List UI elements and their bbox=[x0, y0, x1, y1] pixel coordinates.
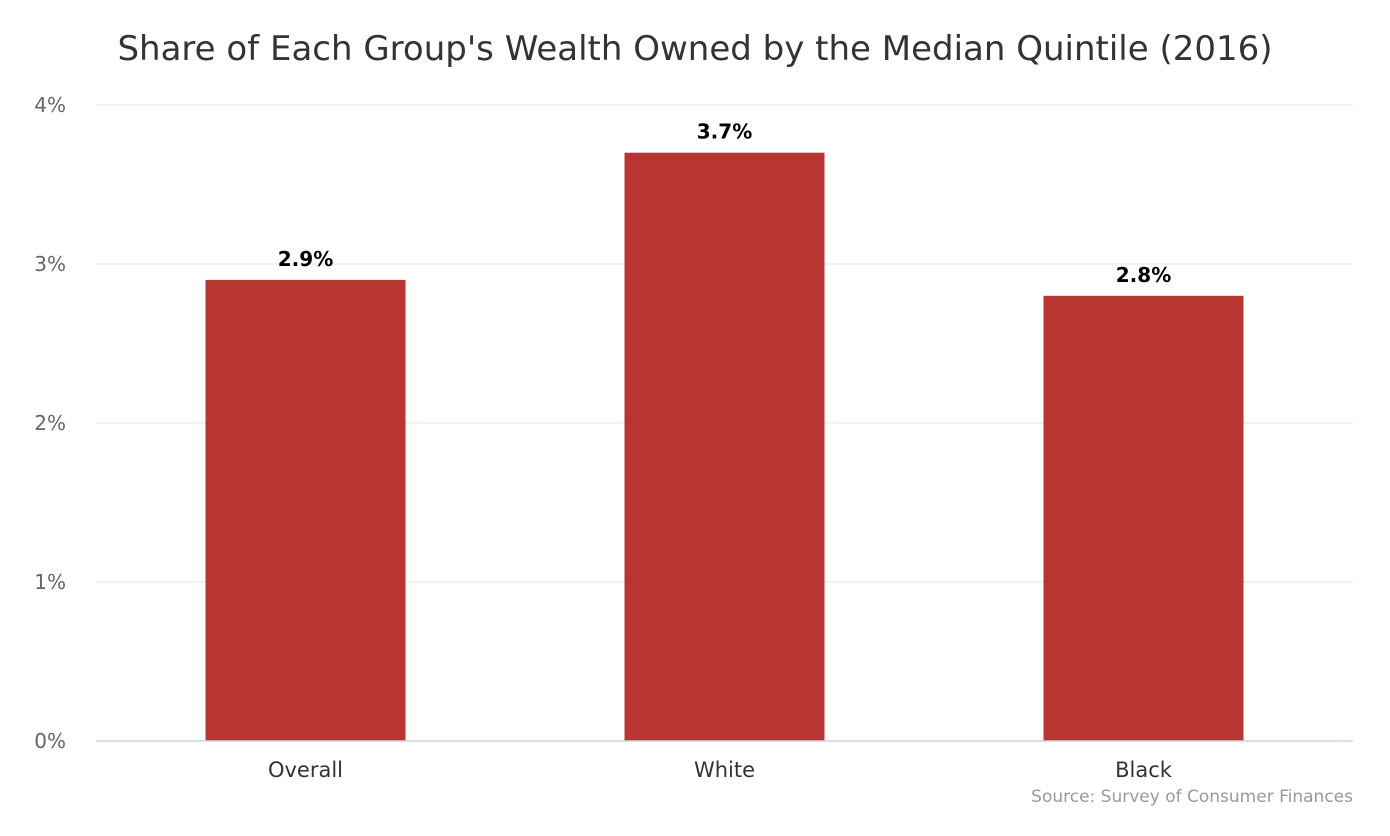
source-credit: Source: Survey of Consumer Finances bbox=[1031, 787, 1353, 807]
data-label: 2.9% bbox=[278, 247, 333, 271]
x-tick-label: Overall bbox=[268, 758, 343, 782]
bar-black bbox=[1043, 295, 1244, 741]
bar-white bbox=[624, 152, 825, 741]
data-label: 2.8% bbox=[1116, 263, 1171, 287]
x-tick-label: White bbox=[694, 758, 755, 782]
y-tick-label: 4% bbox=[34, 93, 66, 117]
data-label: 3.7% bbox=[697, 120, 752, 144]
bars bbox=[205, 152, 1244, 741]
y-tick-label: 0% bbox=[34, 729, 66, 753]
y-tick-label: 2% bbox=[34, 411, 66, 435]
chart-title: Share of Each Group's Wealth Owned by th… bbox=[117, 29, 1272, 69]
x-axis-ticks: Overall White Black bbox=[268, 758, 1173, 782]
x-tick-label: Black bbox=[1115, 758, 1173, 782]
bar-overall bbox=[205, 279, 406, 741]
y-tick-label: 3% bbox=[34, 252, 66, 276]
y-axis-ticks: 0% 1% 2% 3% 4% bbox=[34, 93, 66, 753]
data-labels: 2.9% 3.7% 2.8% bbox=[278, 120, 1171, 287]
y-tick-label: 1% bbox=[34, 570, 66, 594]
